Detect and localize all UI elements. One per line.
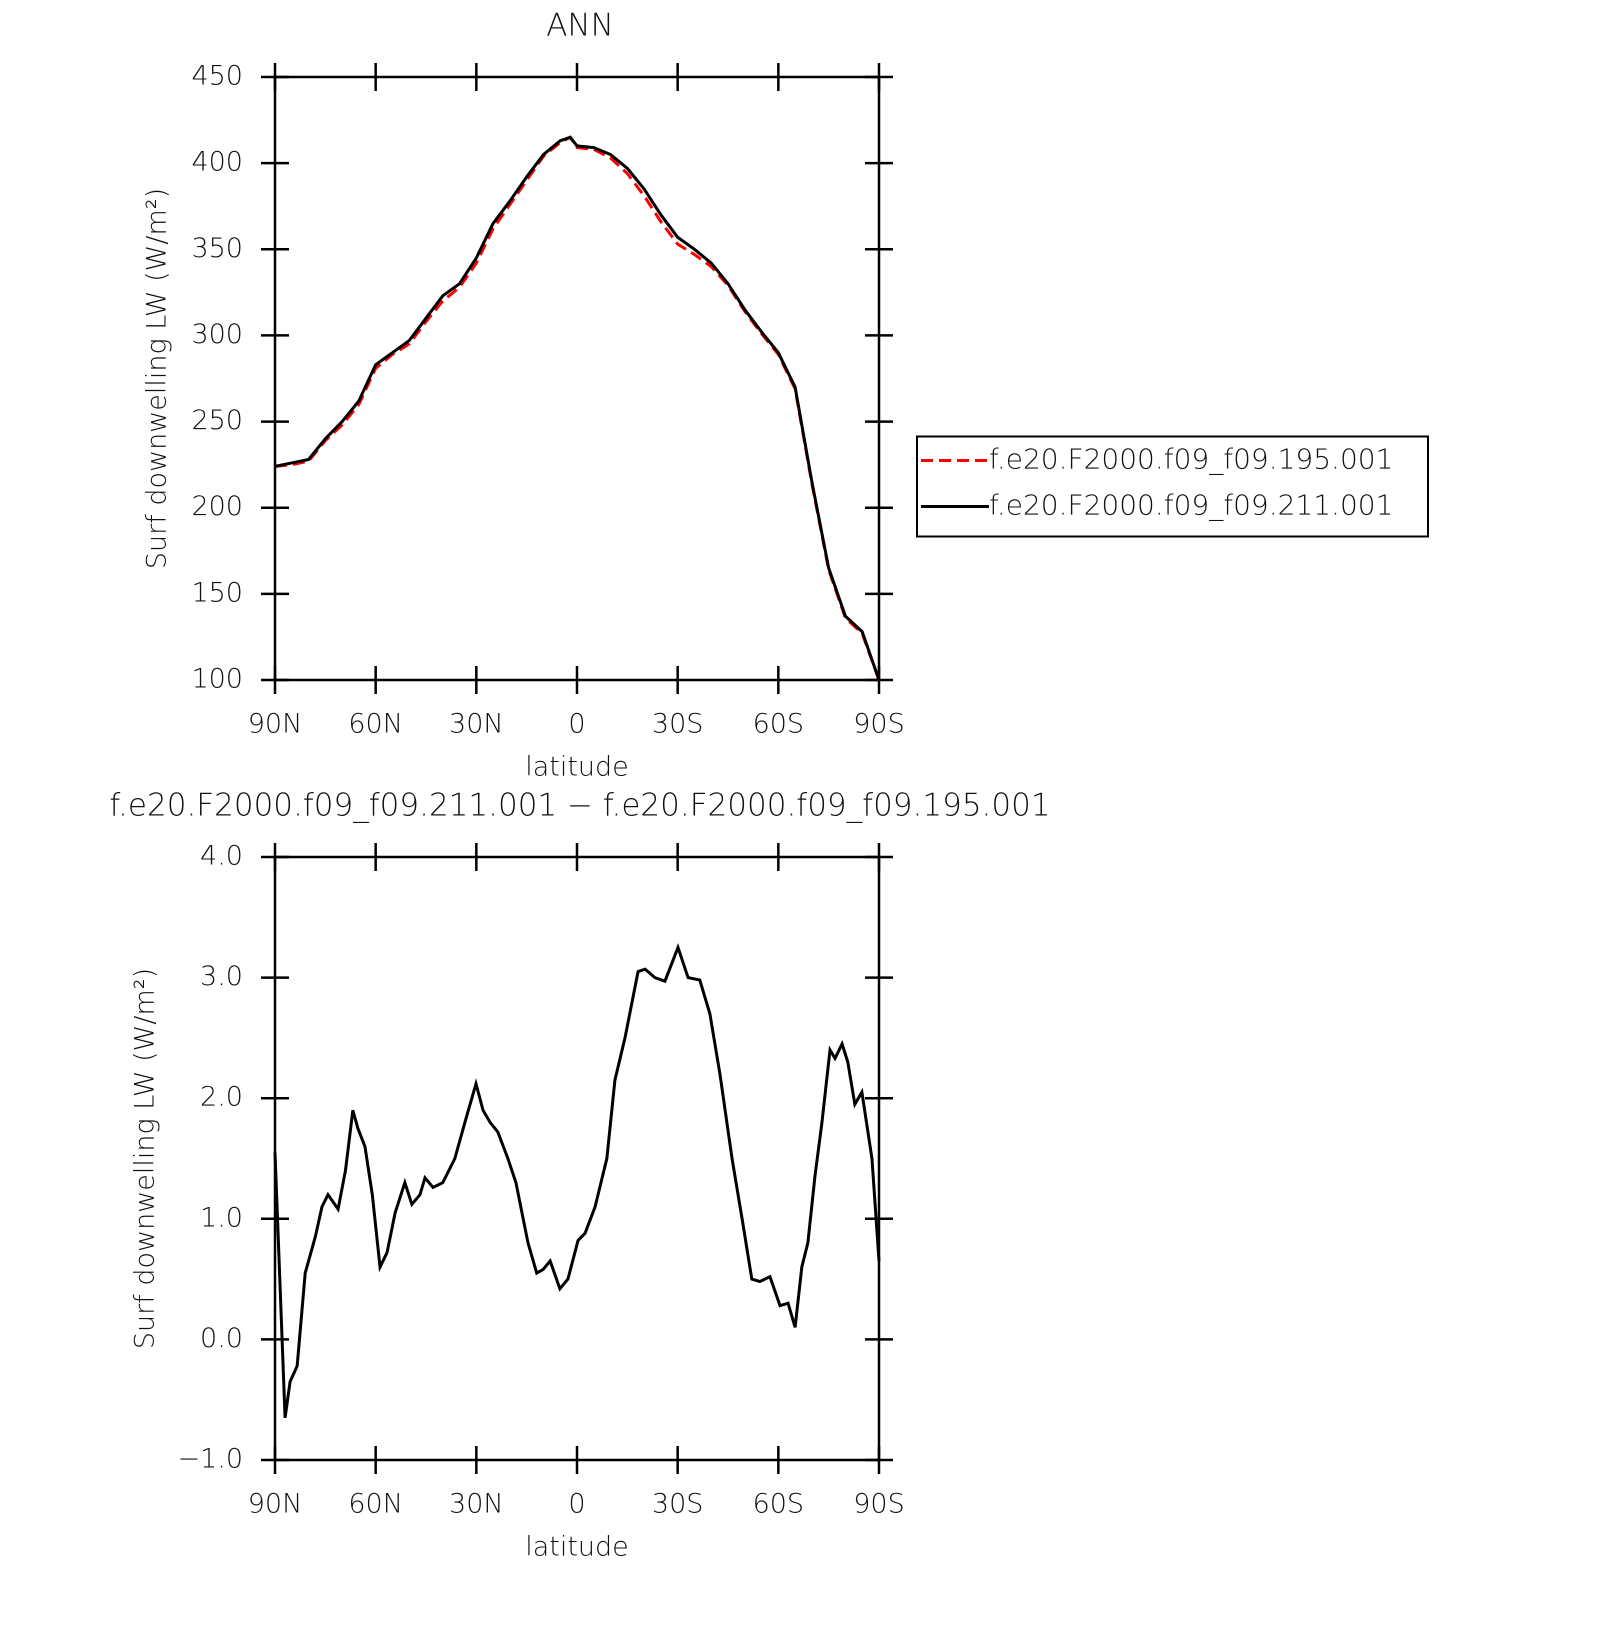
x-tick-label: 30S [652, 1489, 704, 1520]
x-axis-label: latitude [525, 752, 629, 783]
x-tick-label: 90N [248, 1489, 303, 1520]
x-tick-label: 0 [568, 1489, 585, 1520]
chart-title: ANN [546, 8, 614, 44]
data-line [274, 135, 881, 681]
x-tick-label: 30N [449, 709, 504, 740]
x-tick-label: 30N [449, 1489, 504, 1520]
legend-box [916, 435, 1429, 538]
x-axis-label: latitude [525, 1532, 629, 1563]
y-tick-label: 250 [191, 405, 243, 436]
legend-label: f.e20.F2000.f09_f09.195.001 [989, 443, 1393, 477]
x-tick-label: 60N [348, 1489, 403, 1520]
x-tick-label: 60N [348, 709, 403, 740]
y-axis-label: Surf downwelling LW (W/m²) [130, 968, 161, 1349]
y-tick-label: 150 [191, 577, 243, 608]
x-tick-label: 90S [853, 709, 905, 740]
y-tick-label: 1.0 [200, 1202, 243, 1233]
y-tick-label: 2.0 [200, 1082, 243, 1113]
data-line [273, 943, 881, 1418]
y-tick-label: 0.0 [200, 1323, 243, 1354]
x-tick-label: 90S [853, 1489, 905, 1520]
y-tick-label: 4.0 [200, 841, 243, 872]
chart-title: f.e20.F2000.f09_f09.211.001 − f.e20.F200… [109, 788, 1050, 824]
y-axis-label: Surf downwelling LW (W/m²) [142, 188, 173, 569]
y-tick-label: 300 [191, 319, 243, 350]
x-tick-label: 90N [248, 709, 303, 740]
plot-frame [273, 75, 881, 682]
data-line [274, 135, 881, 681]
legend-label: f.e20.F2000.f09_f09.211.001 [989, 489, 1393, 523]
x-tick-label: 0 [568, 709, 585, 740]
y-tick-label: 400 [191, 147, 243, 178]
y-tick-label: 350 [191, 233, 243, 264]
x-tick-label: 60S [753, 709, 805, 740]
y-tick-label: 200 [191, 491, 243, 522]
x-tick-label: 30S [652, 709, 704, 740]
y-tick-label: 3.0 [200, 961, 243, 992]
y-tick-label: −1.0 [177, 1444, 243, 1475]
x-tick-label: 60S [753, 1489, 805, 1520]
y-tick-label: 100 [191, 664, 243, 695]
y-tick-label: 450 [191, 61, 243, 92]
